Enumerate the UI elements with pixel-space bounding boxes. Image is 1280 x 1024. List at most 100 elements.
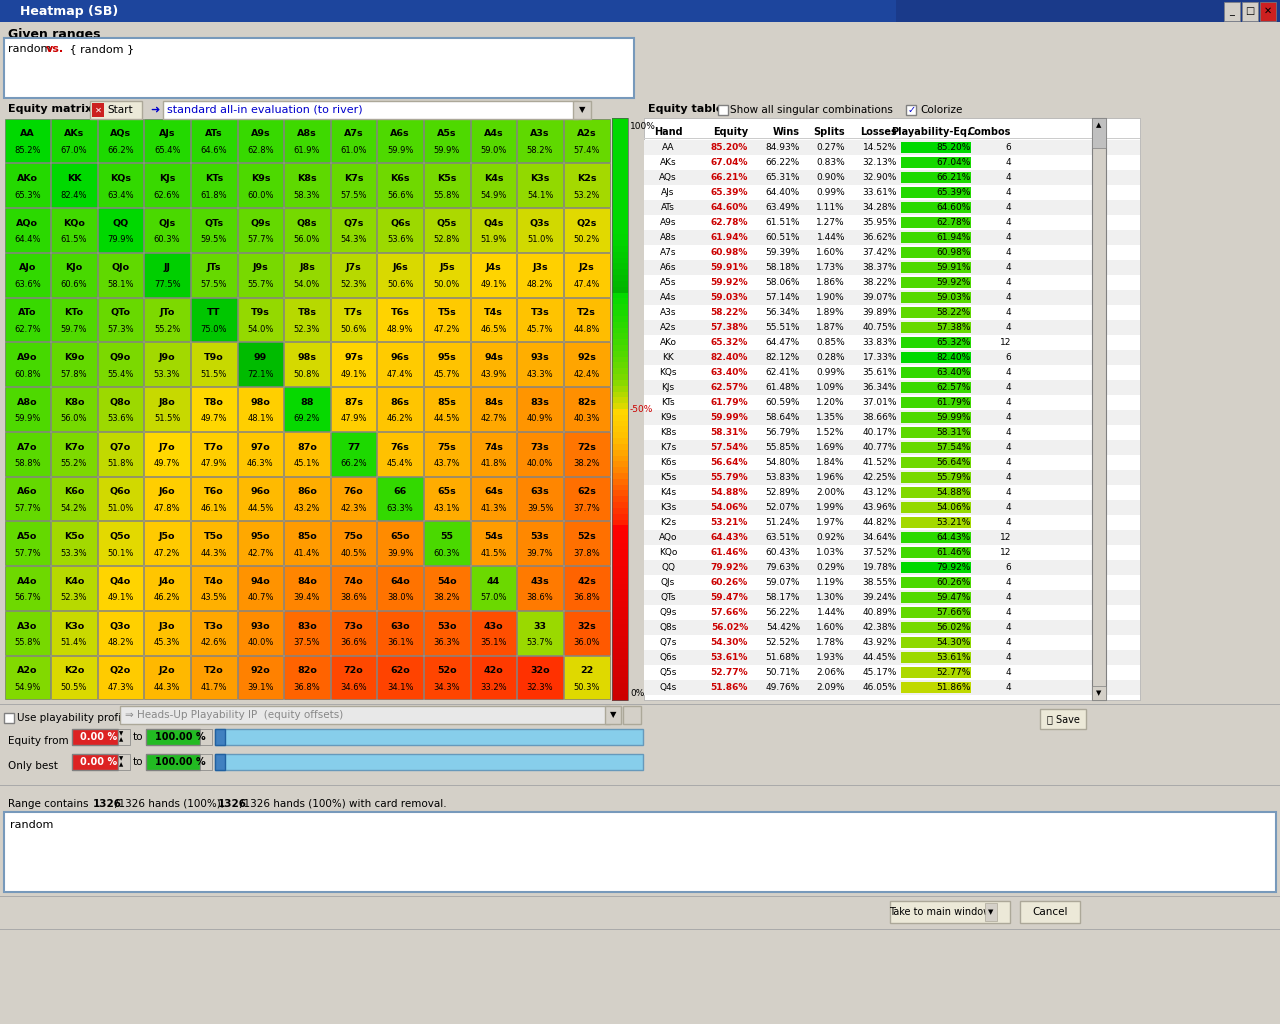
Text: 45.7%: 45.7%	[527, 325, 553, 334]
Bar	[612, 322, 628, 328]
Text: 33.61%: 33.61%	[863, 188, 897, 197]
Text: 47.2%: 47.2%	[154, 549, 180, 558]
Text: 36.0%: 36.0%	[573, 638, 600, 647]
Text: J2s: J2s	[579, 263, 595, 272]
Text: Q6s: Q6s	[659, 653, 677, 662]
Text: 57.7%: 57.7%	[14, 504, 41, 513]
Text: 61.46%: 61.46%	[710, 548, 748, 557]
Text: 38.6%: 38.6%	[340, 594, 367, 602]
Text: AQo: AQo	[659, 534, 677, 542]
Text: 34.1%: 34.1%	[387, 683, 413, 692]
Bar	[644, 620, 1140, 635]
Bar	[901, 607, 972, 618]
Bar	[644, 605, 1140, 620]
Bar	[612, 205, 628, 212]
Bar	[612, 543, 628, 549]
Text: KTo: KTo	[64, 308, 83, 317]
Text: 41.8%: 41.8%	[480, 459, 507, 468]
Text: 67.04%: 67.04%	[937, 158, 972, 167]
Bar	[118, 729, 131, 745]
Text: 49.1%: 49.1%	[480, 280, 507, 289]
Bar	[901, 142, 972, 153]
Text: 47.3%: 47.3%	[108, 683, 134, 692]
Text: 45.7%: 45.7%	[434, 370, 460, 379]
Bar	[901, 577, 972, 588]
Bar	[612, 595, 628, 601]
Text: T9s: T9s	[251, 308, 270, 317]
Text: Q5s: Q5s	[436, 219, 457, 227]
Text: 4: 4	[1005, 668, 1011, 677]
Bar	[612, 351, 628, 357]
Text: Q5o: Q5o	[110, 532, 131, 541]
Bar	[517, 342, 563, 386]
Bar	[51, 655, 97, 699]
Bar	[1039, 709, 1085, 729]
Text: Show all singular combinations: Show all singular combinations	[730, 105, 893, 115]
Text: 48.2%: 48.2%	[527, 280, 553, 289]
Bar	[612, 590, 628, 596]
Text: 1.96%: 1.96%	[817, 473, 845, 482]
Text: 0.27%: 0.27%	[817, 143, 845, 152]
Text: 56.6%: 56.6%	[387, 190, 413, 200]
Bar	[330, 611, 376, 654]
Bar	[612, 176, 628, 182]
Text: 40.9%: 40.9%	[527, 415, 553, 423]
Text: 58.17%: 58.17%	[765, 593, 800, 602]
Text: 93s: 93s	[531, 353, 549, 362]
Text: Equity matrix: Equity matrix	[8, 104, 92, 114]
Text: 59.92%: 59.92%	[710, 278, 748, 287]
Text: 79.92%: 79.92%	[710, 563, 748, 572]
Text: QTo: QTo	[110, 308, 131, 317]
Text: 4: 4	[1005, 428, 1011, 437]
Text: A8s: A8s	[659, 233, 676, 242]
Text: KTs: KTs	[205, 174, 223, 183]
Text: Heatmap (SB): Heatmap (SB)	[20, 4, 118, 17]
Text: 52.3%: 52.3%	[340, 280, 367, 289]
Bar	[145, 521, 189, 565]
Bar	[1092, 118, 1106, 132]
Text: 55.2%: 55.2%	[154, 325, 180, 334]
Bar	[284, 521, 330, 565]
Text: random: random	[10, 820, 54, 830]
Text: 38.2%: 38.2%	[573, 459, 600, 468]
Bar	[612, 642, 628, 648]
Text: 54.88%: 54.88%	[710, 488, 748, 497]
Text: 38.66%: 38.66%	[863, 413, 897, 422]
Text: K7o: K7o	[64, 442, 84, 452]
Text: 55: 55	[440, 532, 453, 541]
Text: 53.21%: 53.21%	[937, 518, 972, 527]
Bar	[330, 566, 376, 610]
Bar	[564, 655, 609, 699]
Text: to: to	[133, 757, 143, 767]
Bar	[901, 382, 972, 393]
Text: ✕: ✕	[1263, 6, 1272, 16]
Text: 57.7%: 57.7%	[247, 236, 274, 245]
Text: J8s: J8s	[300, 263, 315, 272]
Text: A2o: A2o	[17, 667, 37, 676]
Bar	[5, 611, 50, 654]
Text: JTo: JTo	[160, 308, 175, 317]
Text: 60.51%: 60.51%	[765, 233, 800, 242]
Text: 39.9%: 39.9%	[387, 549, 413, 558]
Bar	[284, 476, 330, 520]
Text: 53.61%: 53.61%	[710, 653, 748, 662]
Text: 4: 4	[1005, 638, 1011, 647]
Text: 79.92%: 79.92%	[937, 563, 972, 572]
Bar	[145, 655, 189, 699]
Text: 88: 88	[301, 397, 314, 407]
Bar	[644, 530, 1140, 545]
Bar	[564, 611, 609, 654]
Bar	[284, 163, 330, 207]
Text: 60.59%: 60.59%	[765, 398, 800, 407]
Text: 56.64%: 56.64%	[710, 458, 748, 467]
Text: 45.1%: 45.1%	[294, 459, 320, 468]
Text: K8o: K8o	[64, 397, 84, 407]
Bar	[605, 706, 621, 724]
Bar	[97, 521, 143, 565]
Text: K9s: K9s	[660, 413, 676, 422]
Text: to: to	[133, 732, 143, 742]
Bar	[215, 729, 225, 745]
Text: 💾 Save: 💾 Save	[1047, 714, 1079, 724]
Text: AQs: AQs	[110, 129, 131, 138]
Text: 42o: 42o	[484, 667, 503, 676]
